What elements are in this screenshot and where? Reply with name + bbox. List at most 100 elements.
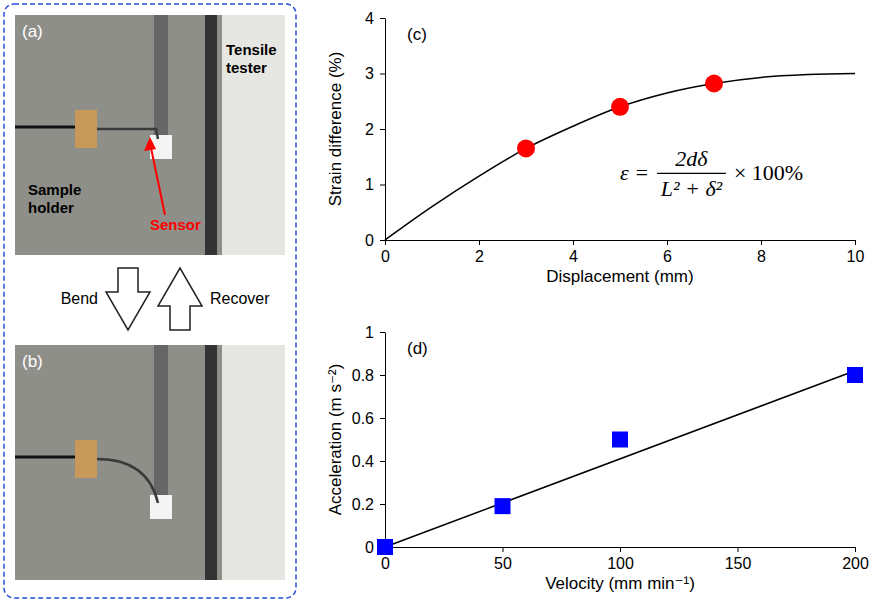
tick-label: 2 [475,248,484,265]
tick-mark [380,18,385,19]
axis-line [385,333,386,548]
tick-mark [855,547,856,552]
tick-mark [380,418,385,419]
sample-holder [75,440,97,478]
formula-lhs: ε = [620,160,649,185]
y-axis-title: Strain difference (%) [326,52,345,207]
tick: 0.6 [352,410,385,427]
figure: (a) Tensiletester Sampleholder Sensor (b) Ben… [0,0,891,602]
tick-mark [380,129,385,130]
tick-mark [380,240,385,241]
tick-label: 100 [607,555,634,572]
tick-label: 0.2 [352,496,374,513]
panel-label: (a) [22,22,43,41]
tick: 3 [365,65,385,82]
plot-area [377,367,863,555]
data-point [611,98,629,116]
tick-mark [380,185,385,186]
tester-rod [154,15,168,135]
tick: 1 [365,176,385,193]
x-axis: 050100150200 [381,547,869,572]
tick-label: 4 [569,248,578,265]
tick-label: 0 [365,232,374,249]
photo: (a) Tensiletester Sampleholder Sensor [15,15,285,255]
tick-label: 0.8 [352,367,374,384]
tick: 0.2 [352,496,385,513]
tick: 6 [663,240,672,265]
tick: 200 [842,547,869,572]
tick: 8 [757,240,766,265]
tick: 50 [494,547,512,572]
tick-mark [855,240,856,245]
tick: 4 [365,10,385,27]
tick-label: 4 [365,10,374,27]
tick-label: 1 [365,176,374,193]
photo-background [15,345,285,580]
tick-mark [761,240,762,245]
cable [15,456,75,459]
photo-column: (a) Tensiletester Sampleholder Sensor (b) Ben… [4,4,296,598]
tick-label: 200 [842,555,869,572]
y-axis: 0 1 2 3 4 [365,10,385,249]
tick-mark [380,504,385,505]
tick: 2 [475,240,484,265]
fraction-bar [657,173,726,174]
tick-mark [380,332,385,333]
tick: 0 [381,240,390,265]
bend-label: Bend [61,290,98,307]
tick-label: 0 [381,555,390,572]
formula-denominator: L² + δ² [660,176,723,201]
tick-label: 50 [494,555,512,572]
data-point [377,539,393,555]
chart: 0 2 4 6 8 10 0 1 2 3 4 Displacement (mm) Strain diff… [326,10,865,286]
tick-label: 0.6 [352,410,374,427]
data-point [847,367,863,383]
recover-label: Recover [210,290,270,307]
tick-mark [479,240,480,245]
tick: 0 [365,232,385,249]
tick-mark [380,74,385,75]
photo-label: Tensiletester [226,41,277,76]
x-axis-title: Velocity (mm min⁻¹) [545,574,695,593]
tick-label: 6 [663,248,672,265]
tick: 10 [847,240,865,265]
tick-mark [573,240,574,245]
tick-label: 2 [365,121,374,138]
tester-column [205,345,217,580]
panel-label: (c) [407,25,427,44]
tick-label: 0 [381,248,390,265]
sensor-strip [97,129,158,139]
data-point [517,139,535,157]
photo-label: Sensor [150,216,201,233]
formula-numerator: 2dδ [675,146,708,171]
panel-label: (b) [22,352,43,371]
pointer-arrow [150,143,165,215]
tick-mark [667,240,668,245]
photo-wall [222,345,285,580]
y-axis-title: Acceleration (m s⁻²) [326,364,345,516]
formula-rhs: × 100% [734,160,803,185]
tick-label: 0.4 [352,453,374,470]
axis-line [386,240,856,241]
tick: 4 [569,240,578,265]
tick: 0.8 [352,367,385,384]
axis-line [385,19,386,241]
pointer-head [144,137,156,151]
tick: 2 [365,121,385,138]
panel-label: (d) [407,339,428,358]
x-axis-title: Displacement (mm) [546,267,693,286]
x-axis: 0 2 4 6 8 10 [381,240,864,265]
tick-mark [380,375,385,376]
data-line [385,74,855,241]
plot-area [385,74,855,241]
tick-mark [503,547,504,552]
tick: 1 [365,324,385,341]
data-point [495,498,511,514]
formula: ε = 2dδ L² + δ² × 100% [620,146,803,201]
y-axis: 00.20.40.60.81 [352,324,386,556]
data-point [612,432,628,448]
photo-wall [222,15,285,255]
photo-label: Sampleholder [28,181,81,216]
tick-label: 8 [757,248,766,265]
data-point [705,74,723,92]
